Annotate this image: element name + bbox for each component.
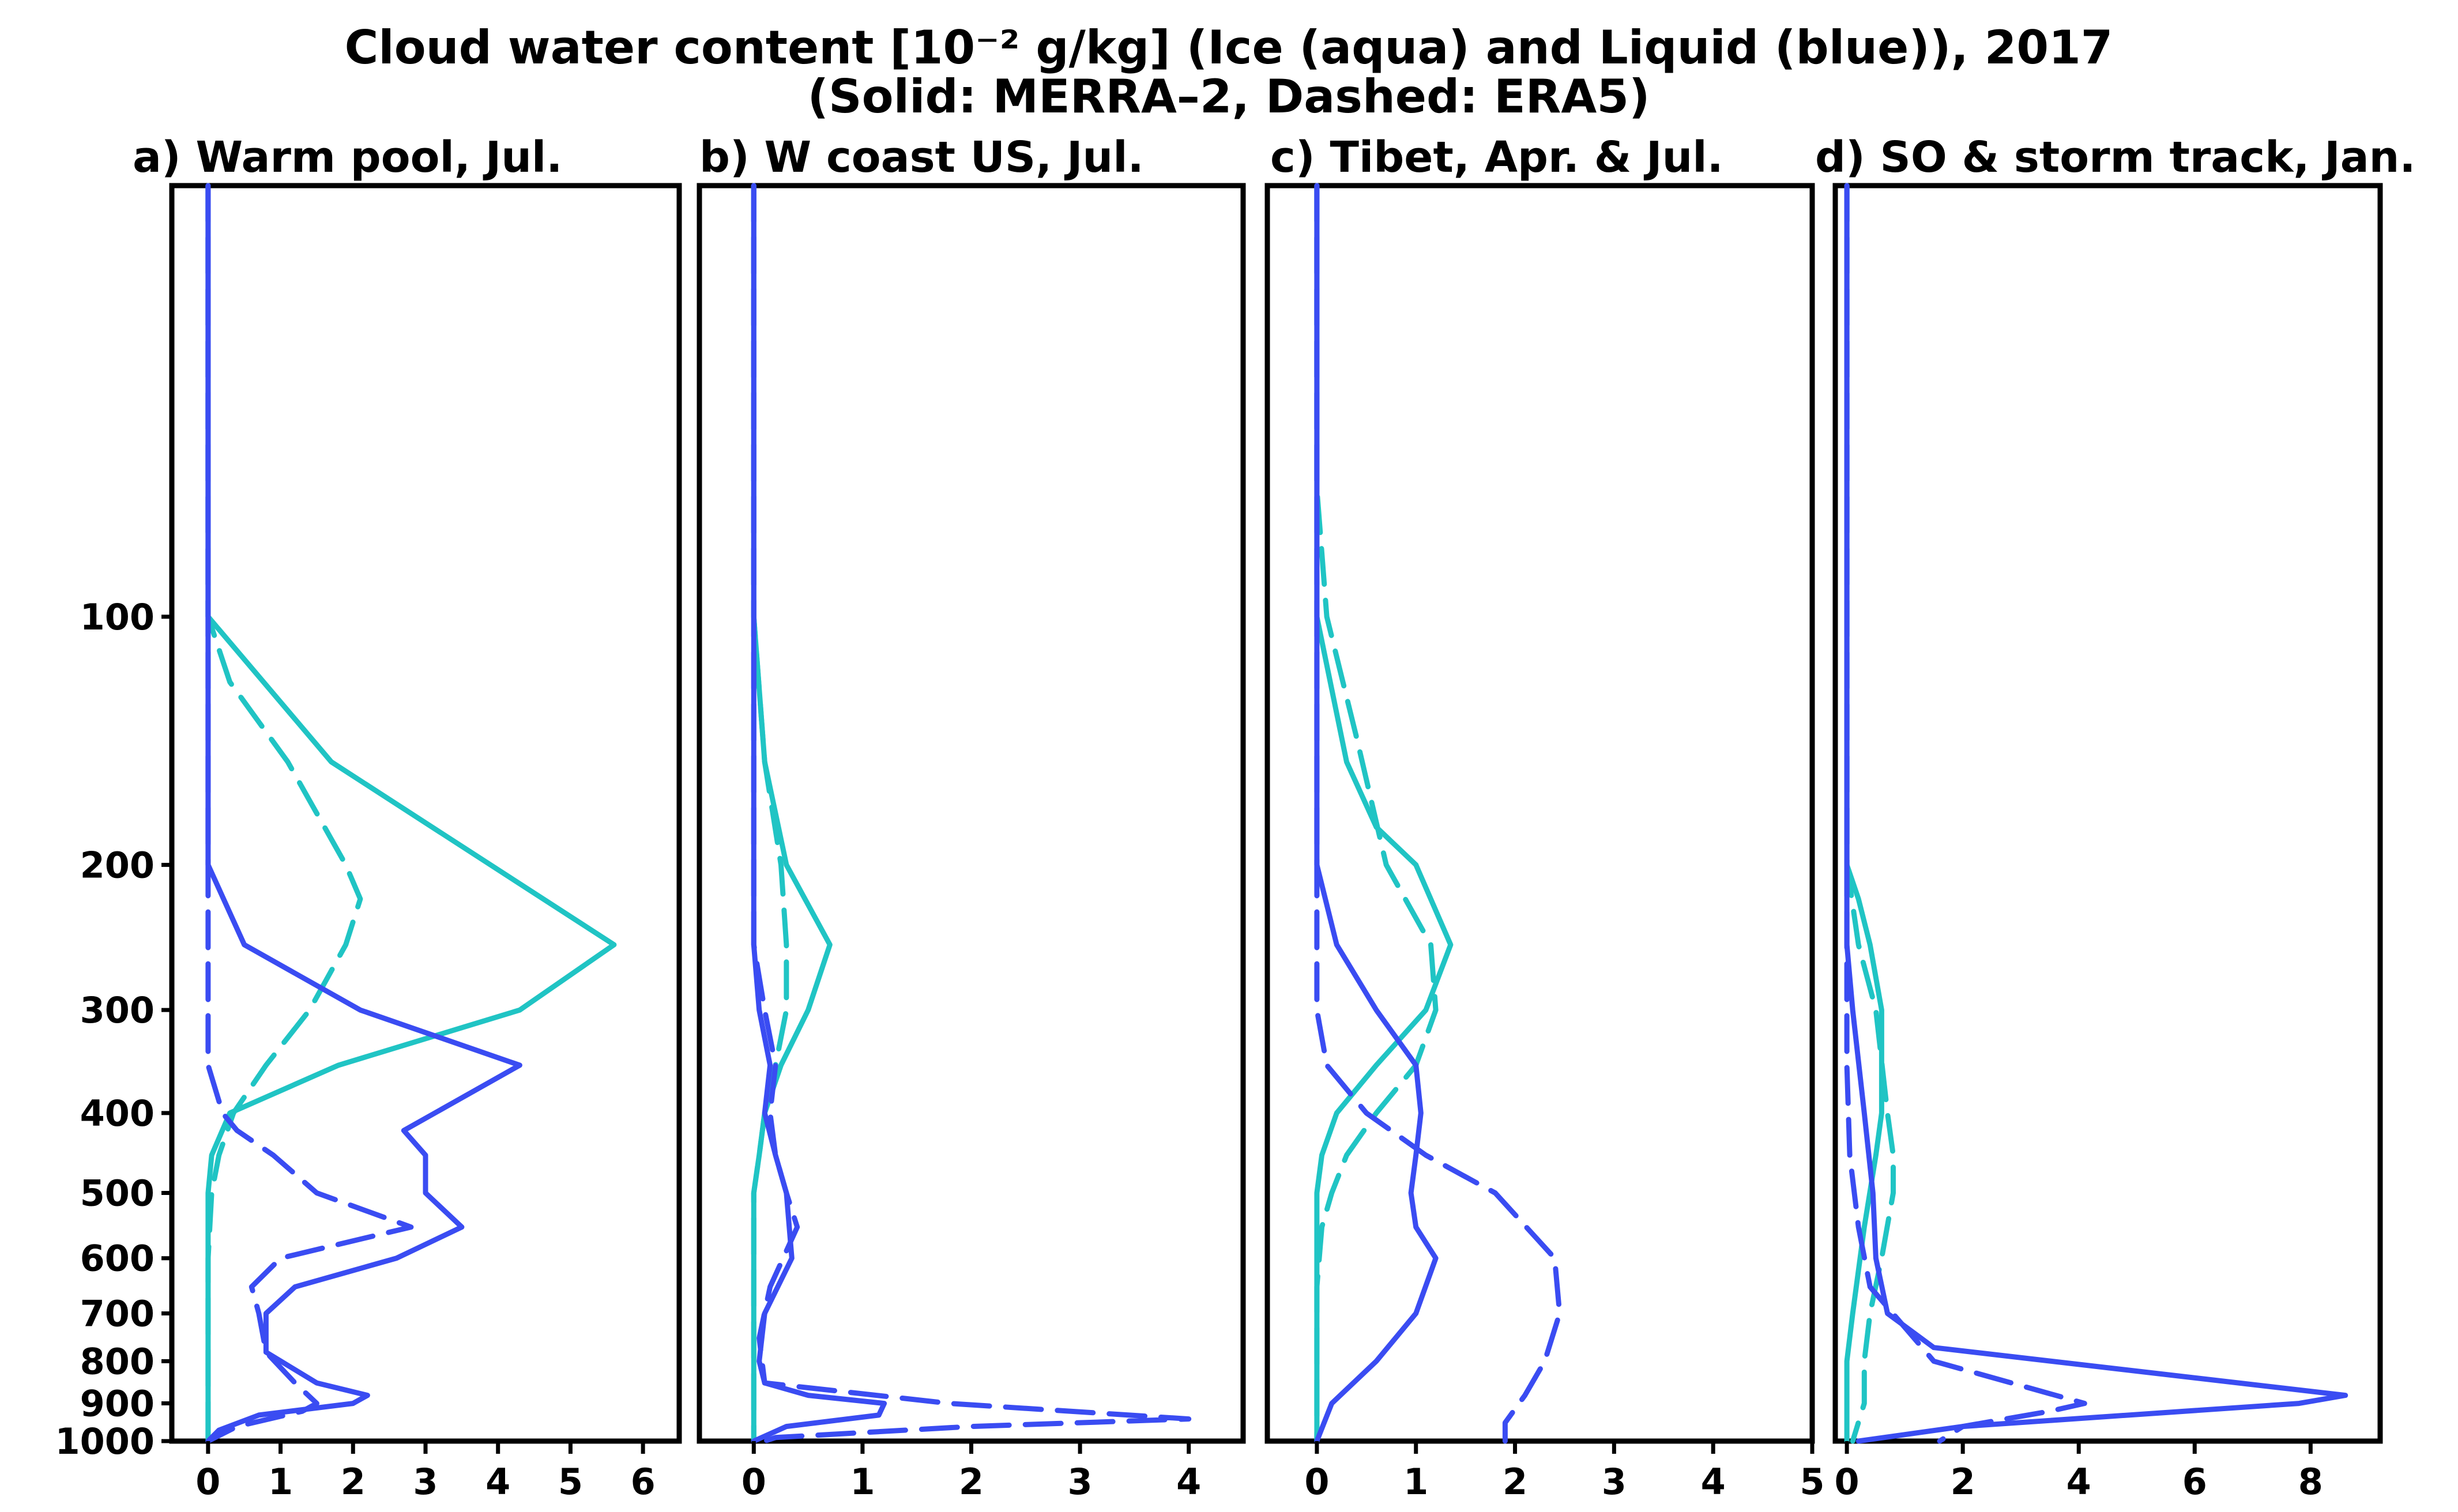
panel-series <box>751 183 1192 1444</box>
y-tick-label: 600 <box>80 1238 155 1280</box>
x-tick-label: 3 <box>1068 1461 1093 1503</box>
x-tick-label: 2 <box>1951 1461 1975 1503</box>
panel-title: b) W coast US, Jul. <box>699 133 1144 182</box>
figure-subtitle: (Solid: MERRA–2, Dashed: ERA5) <box>807 70 1650 123</box>
x-tick-label: 4 <box>485 1461 510 1503</box>
series-ice-merra2 <box>205 183 617 1444</box>
series-ice-merra2 <box>1314 183 1454 1444</box>
series-liquid-merra2 <box>751 183 887 1444</box>
x-tick-label: 3 <box>413 1461 438 1503</box>
x-tick-label: 2 <box>341 1461 366 1503</box>
x-tick-label: 2 <box>959 1461 984 1503</box>
series-liquid-era5 <box>1314 183 1563 1444</box>
y-tick-label: 1000 <box>55 1420 155 1462</box>
y-tick-label: 100 <box>80 596 155 638</box>
x-tick-label: 6 <box>2182 1461 2207 1503</box>
x-axis: 0 1 2 3 4 <box>741 1441 1201 1503</box>
panel-series <box>205 183 617 1444</box>
series-ice-era5 <box>205 183 363 1444</box>
figure-title: Cloud water content [10⁻² g/kg] (Ice (aq… <box>345 21 2113 74</box>
y-tick-label: 900 <box>80 1383 155 1425</box>
panel-frame <box>697 183 1246 1444</box>
panel-title: a) Warm pool, Jul. <box>133 133 562 182</box>
x-tick-label: 4 <box>1176 1461 1201 1503</box>
series-liquid-merra2 <box>1844 183 2348 1444</box>
x-axis: 0 2 4 6 8 <box>1835 1441 2323 1503</box>
y-tick-label: 400 <box>80 1092 155 1134</box>
x-axis: 0 1 2 3 4 5 <box>1304 1441 1825 1503</box>
panel-series <box>1844 183 2348 1444</box>
x-axis: 0 1 2 3 4 5 6 <box>195 1441 656 1503</box>
panel-frame <box>1264 183 1815 1444</box>
x-tick-label: 0 <box>1304 1461 1329 1503</box>
panel-series <box>1314 183 1563 1444</box>
y-tick-label: 700 <box>80 1292 155 1334</box>
series-liquid-era5 <box>751 183 1192 1444</box>
panel-c: c) Tibet, Apr. & Jul. 0 1 2 3 4 5 <box>1264 133 1825 1503</box>
x-tick-label: 1 <box>1403 1461 1428 1503</box>
x-tick-label: 2 <box>1503 1461 1527 1503</box>
panel-b: b) W coast US, Jul. 0 1 2 3 4 <box>697 133 1246 1503</box>
y-tick-label: 800 <box>80 1340 155 1382</box>
panel-frame <box>1832 183 2383 1444</box>
series-liquid-merra2 <box>1314 183 1439 1444</box>
x-tick-label: 8 <box>2298 1461 2323 1503</box>
x-tick-label: 0 <box>741 1461 766 1503</box>
x-tick-label: 4 <box>1701 1461 1726 1503</box>
series-liquid-era5 <box>205 183 414 1444</box>
series-ice-merra2 <box>1844 183 1884 1444</box>
x-tick-label: 1 <box>268 1461 293 1503</box>
y-tick-label: 300 <box>80 989 155 1031</box>
panel-title: d) SO & storm track, Jan. <box>1815 133 2415 182</box>
x-tick-label: 4 <box>2066 1461 2091 1503</box>
x-tick-label: 6 <box>631 1461 656 1503</box>
panel-title: c) Tibet, Apr. & Jul. <box>1270 133 1723 182</box>
panel-d: d) SO & storm track, Jan. 0 2 4 6 8 <box>1815 133 2415 1503</box>
y-tick-label: 200 <box>80 844 155 886</box>
x-tick-label: 0 <box>1835 1461 1860 1503</box>
x-tick-label: 5 <box>558 1461 583 1503</box>
series-ice-era5 <box>751 183 789 1444</box>
x-tick-label: 1 <box>850 1461 875 1503</box>
series-ice-era5 <box>1844 183 1896 1444</box>
x-tick-label: 5 <box>1800 1461 1824 1503</box>
series-ice-era5 <box>1314 183 1439 1444</box>
y-tick-label: 500 <box>80 1172 155 1214</box>
x-tick-label: 0 <box>195 1461 220 1503</box>
x-tick-label: 3 <box>1602 1461 1627 1503</box>
panel-a: a) Warm pool, Jul. 0 1 2 3 4 5 6 <box>133 133 682 1503</box>
series-liquid-merra2 <box>205 183 522 1444</box>
series-liquid-era5 <box>1844 183 2087 1444</box>
panel-frame <box>169 183 682 1444</box>
